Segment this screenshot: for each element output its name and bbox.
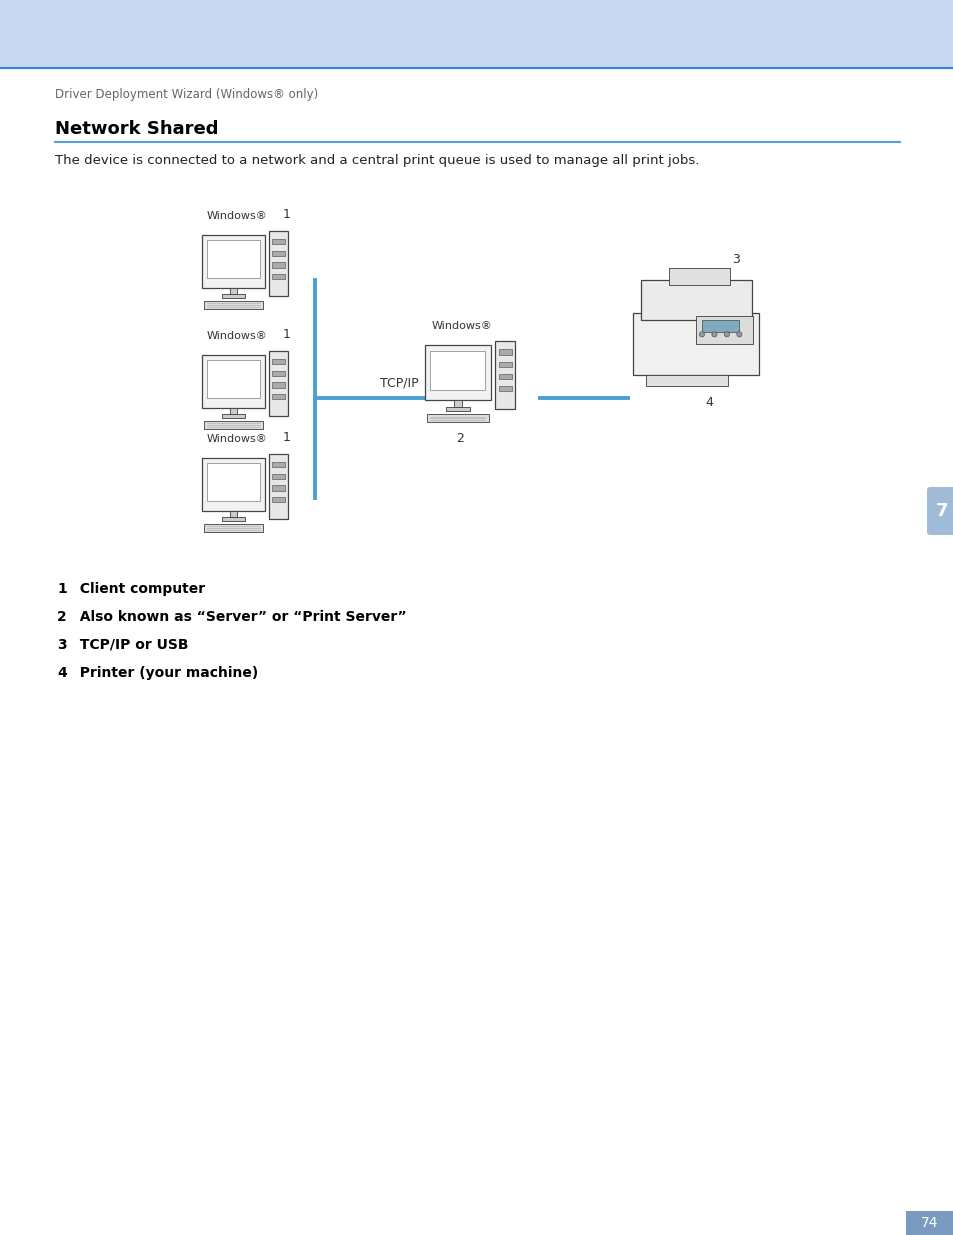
Bar	[640, 280, 751, 320]
Bar	[230, 408, 237, 414]
Bar	[202, 354, 265, 408]
Text: 4: 4	[57, 666, 67, 680]
Text: TCP/IP: TCP/IP	[379, 377, 418, 390]
Circle shape	[736, 332, 741, 337]
Bar	[222, 414, 245, 417]
Bar	[430, 351, 485, 390]
Bar	[230, 288, 237, 294]
Text: 2: 2	[456, 432, 463, 445]
Text: 3: 3	[731, 253, 740, 266]
Bar	[272, 359, 285, 364]
Bar	[272, 496, 285, 503]
Text: Windows®: Windows®	[207, 211, 268, 221]
Bar	[272, 462, 285, 468]
Text: Windows®: Windows®	[207, 331, 268, 341]
Bar	[272, 274, 285, 279]
Bar	[445, 406, 470, 411]
Text: 2: 2	[57, 610, 67, 624]
Text: Also known as “Server” or “Print Server”: Also known as “Server” or “Print Server”	[70, 610, 406, 624]
Text: 7: 7	[935, 501, 947, 520]
Text: 74: 74	[921, 1216, 938, 1230]
Bar	[454, 400, 461, 406]
Bar	[204, 421, 263, 429]
Bar	[230, 510, 237, 516]
Bar	[269, 453, 288, 519]
Text: Windows®: Windows®	[432, 321, 493, 331]
Bar	[427, 414, 488, 422]
Text: 1: 1	[57, 582, 67, 597]
Bar	[272, 240, 285, 245]
Bar	[495, 341, 515, 409]
Text: TCP/IP or USB: TCP/IP or USB	[70, 638, 189, 652]
Bar	[645, 374, 727, 385]
Bar	[272, 370, 285, 375]
Text: 1: 1	[283, 329, 291, 341]
Text: Printer (your machine): Printer (your machine)	[70, 666, 258, 680]
Text: 4: 4	[704, 396, 712, 409]
Bar	[272, 474, 285, 479]
Bar	[272, 485, 285, 490]
Bar	[498, 362, 511, 367]
Text: 1: 1	[283, 431, 291, 445]
Bar	[272, 251, 285, 256]
Bar	[269, 351, 288, 416]
Bar	[633, 314, 759, 374]
Bar	[498, 350, 511, 354]
Bar	[269, 231, 288, 296]
Circle shape	[711, 332, 717, 337]
FancyBboxPatch shape	[926, 487, 953, 535]
Bar	[202, 235, 265, 288]
Bar	[207, 463, 259, 501]
Text: Client computer: Client computer	[70, 582, 205, 597]
Bar	[0, 0, 953, 68]
Bar	[222, 294, 245, 298]
Text: Network Shared: Network Shared	[55, 120, 218, 138]
Bar	[272, 394, 285, 399]
Bar	[222, 516, 245, 521]
Bar	[204, 301, 263, 309]
Bar	[272, 383, 285, 388]
Bar	[498, 374, 511, 379]
Bar	[424, 345, 491, 400]
Bar	[272, 262, 285, 268]
Bar	[696, 316, 752, 345]
Circle shape	[699, 332, 704, 337]
Circle shape	[723, 332, 729, 337]
Bar	[202, 458, 265, 510]
Bar	[207, 361, 259, 398]
Text: The device is connected to a network and a central print queue is used to manage: The device is connected to a network and…	[55, 154, 699, 167]
Bar	[701, 320, 738, 331]
Text: 1: 1	[283, 207, 291, 221]
Text: Windows®: Windows®	[207, 433, 268, 445]
Bar	[207, 241, 259, 278]
Bar	[668, 268, 729, 285]
Bar	[498, 385, 511, 391]
Text: 3: 3	[57, 638, 67, 652]
Bar	[204, 524, 263, 531]
Text: Driver Deployment Wizard (Windows® only): Driver Deployment Wizard (Windows® only)	[55, 88, 318, 101]
Bar	[905, 1212, 953, 1235]
